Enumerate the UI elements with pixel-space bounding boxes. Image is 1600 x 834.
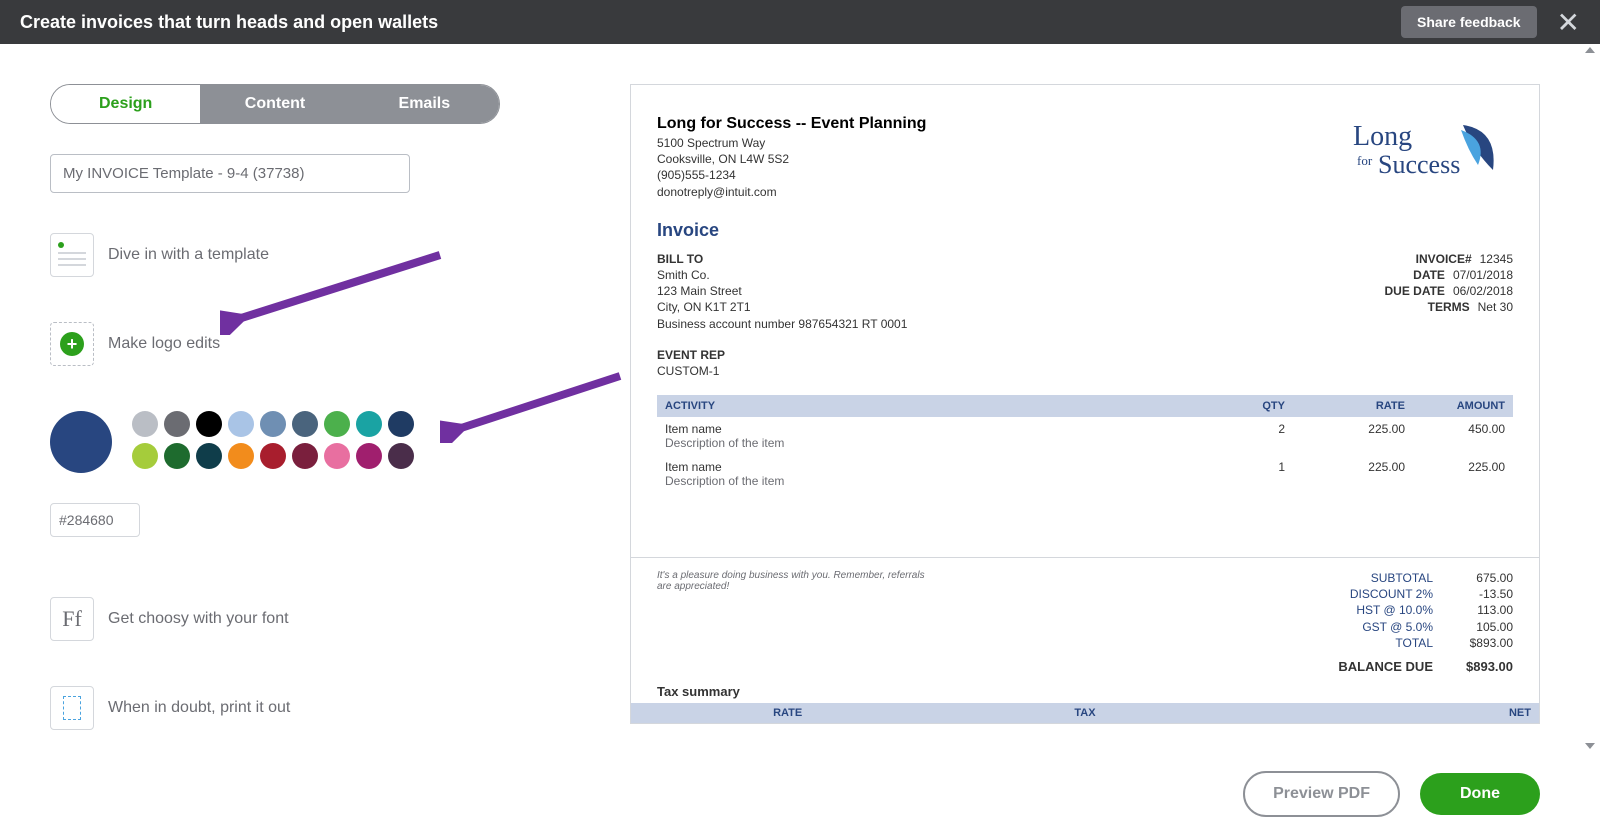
color-swatch[interactable] [228,411,254,437]
color-swatch[interactable] [324,443,350,469]
col-amount: AMOUNT [1413,395,1513,417]
color-swatch[interactable] [324,411,350,437]
color-swatch[interactable] [292,411,318,437]
table-row: Item nameDescription of the item1225.002… [657,455,1513,493]
tab-bar: Design Content Emails [50,84,500,124]
invoice-preview: Long for Success -- Event Planning 5100 … [630,84,1540,724]
footer-message: It's a pleasure doing business with you.… [657,570,937,592]
option-font[interactable]: Ff Get choosy with your font [50,597,540,641]
design-panel: Design Content Emails Dive in with a tem… [0,44,590,734]
company-addr1: 5100 Spectrum Way [657,135,926,151]
close-icon[interactable]: ✕ [1557,6,1580,39]
tab-design[interactable]: Design [51,85,200,123]
table-row: Item nameDescription of the item2225.004… [657,417,1513,455]
invoice-title: Invoice [657,220,1513,241]
tab-emails[interactable]: Emails [350,85,499,123]
option-template[interactable]: Dive in with a template [50,233,540,277]
done-button[interactable]: Done [1420,773,1540,815]
tab-content[interactable]: Content [200,85,349,123]
plus-icon: + [60,332,84,356]
svg-text:Success: Success [1378,150,1460,179]
modal-titlebar: Create invoices that turn heads and open… [0,0,1600,44]
color-swatch[interactable] [132,443,158,469]
svg-text:Long: Long [1353,121,1412,152]
items-table: ACTIVITY QTY RATE AMOUNT Item nameDescri… [657,395,1513,493]
selected-color-swatch [50,411,112,473]
col-qty: QTY [1233,395,1293,417]
color-swatch-grid [132,411,432,469]
color-swatch[interactable] [388,411,414,437]
company-logo: Long for Success [1343,115,1513,200]
font-icon: Ff [50,597,94,641]
vertical-scrollbar[interactable] [1582,44,1598,754]
color-swatch[interactable] [164,411,190,437]
option-print[interactable]: When in doubt, print it out [50,686,540,730]
tax-summary-header: RATE TAX NET [631,703,1539,723]
totals-block: SUBTOTAL675.00DISCOUNT 2%-13.50HST @ 10.… [1313,570,1513,651]
color-swatch[interactable] [132,411,158,437]
col-rate: RATE [1293,395,1413,417]
option-template-label: Dive in with a template [108,246,269,264]
template-icon [50,233,94,277]
option-logo-label: Make logo edits [108,335,220,353]
company-phone: (905)555-1234 [657,167,926,183]
invoice-meta: INVOICE#12345 DATE07/01/2018 DUE DATE06/… [1384,251,1513,332]
svg-text:for: for [1357,153,1373,168]
event-rep: EVENT REP CUSTOM-1 [657,347,1513,381]
color-swatch[interactable] [292,443,318,469]
bottom-action-bar: Preview PDF Done [0,754,1600,834]
hex-color-input[interactable] [50,503,140,537]
tax-summary-label: Tax summary [657,684,1513,699]
template-name-input[interactable] [50,154,410,193]
color-swatch[interactable] [356,411,382,437]
color-swatch[interactable] [228,443,254,469]
option-font-label: Get choosy with your font [108,610,289,628]
color-swatch[interactable] [196,443,222,469]
modal-title: Create invoices that turn heads and open… [20,12,438,33]
balance-due: BALANCE DUE $893.00 [657,659,1513,674]
bill-to-block: BILL TO Smith Co. 123 Main Street City, … [657,251,907,332]
company-info: Long for Success -- Event Planning 5100 … [657,115,926,200]
company-email: donotreply@intuit.com [657,184,926,200]
option-logo[interactable]: + Make logo edits [50,322,540,366]
col-activity: ACTIVITY [657,395,1233,417]
invoice-footer: It's a pleasure doing business with you.… [631,557,1539,723]
color-swatch[interactable] [388,443,414,469]
company-name: Long for Success -- Event Planning [657,115,926,133]
add-logo-icon: + [50,322,94,366]
color-picker [50,411,540,473]
color-swatch[interactable] [196,411,222,437]
color-swatch[interactable] [260,443,286,469]
color-swatch[interactable] [356,443,382,469]
share-feedback-button[interactable]: Share feedback [1401,6,1537,38]
company-addr2: Cooksville, ON L4W 5S2 [657,151,926,167]
print-icon [50,686,94,730]
color-swatch[interactable] [164,443,190,469]
preview-pane: Long for Success -- Event Planning 5100 … [590,44,1600,734]
preview-pdf-button[interactable]: Preview PDF [1243,771,1400,817]
option-print-label: When in doubt, print it out [108,699,290,717]
color-swatch[interactable] [260,411,286,437]
